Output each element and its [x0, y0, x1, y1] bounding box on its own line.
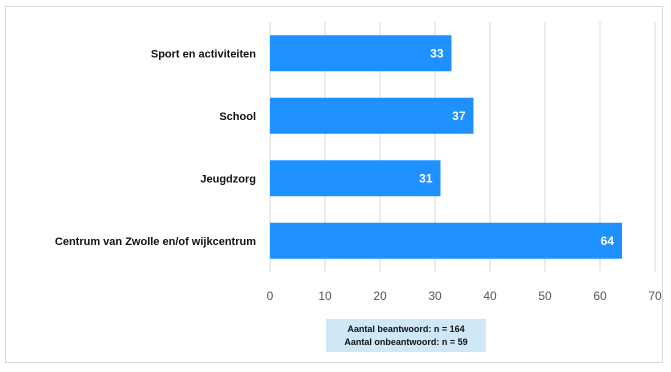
category-label: School	[219, 111, 256, 123]
category-label: Jeugdzorg	[200, 173, 256, 185]
x-tick-label: 30	[428, 289, 442, 303]
x-tick-label: 70	[648, 289, 662, 303]
answered-count-text: Aantal beantwoord: n = 164	[347, 323, 465, 334]
bar	[270, 35, 452, 72]
bar-value-label: 37	[452, 109, 466, 123]
bars: 33 37 31 64	[270, 35, 622, 259]
x-tick-label: 50	[538, 289, 552, 303]
response-count-note: Aantal beantwoord: n = 164 Aantal onbean…	[326, 319, 486, 352]
x-tick-label: 40	[483, 289, 497, 303]
category-label: Sport en activiteiten	[151, 48, 256, 60]
x-tick-label: 10	[318, 289, 332, 303]
bar-value-label: 31	[419, 171, 433, 185]
unanswered-count-text: Aantal onbeantwoord: n = 59	[344, 336, 468, 347]
bar-value-label: 33	[430, 46, 444, 60]
bar-value-label: 64	[601, 234, 615, 248]
x-tick-label: 0	[267, 289, 274, 303]
x-tick-labels: 0 10 20 30 40 50 60 70	[267, 289, 662, 303]
bar	[270, 160, 441, 197]
category-labels: Sport en activiteiten School Jeugdzorg Cent…	[55, 48, 256, 248]
bar	[270, 222, 622, 259]
x-tick-label: 60	[593, 289, 607, 303]
bar	[270, 97, 474, 134]
x-tick-label: 20	[373, 289, 387, 303]
category-label: Centrum van Zwolle en/of wijkcentrum	[55, 236, 256, 248]
